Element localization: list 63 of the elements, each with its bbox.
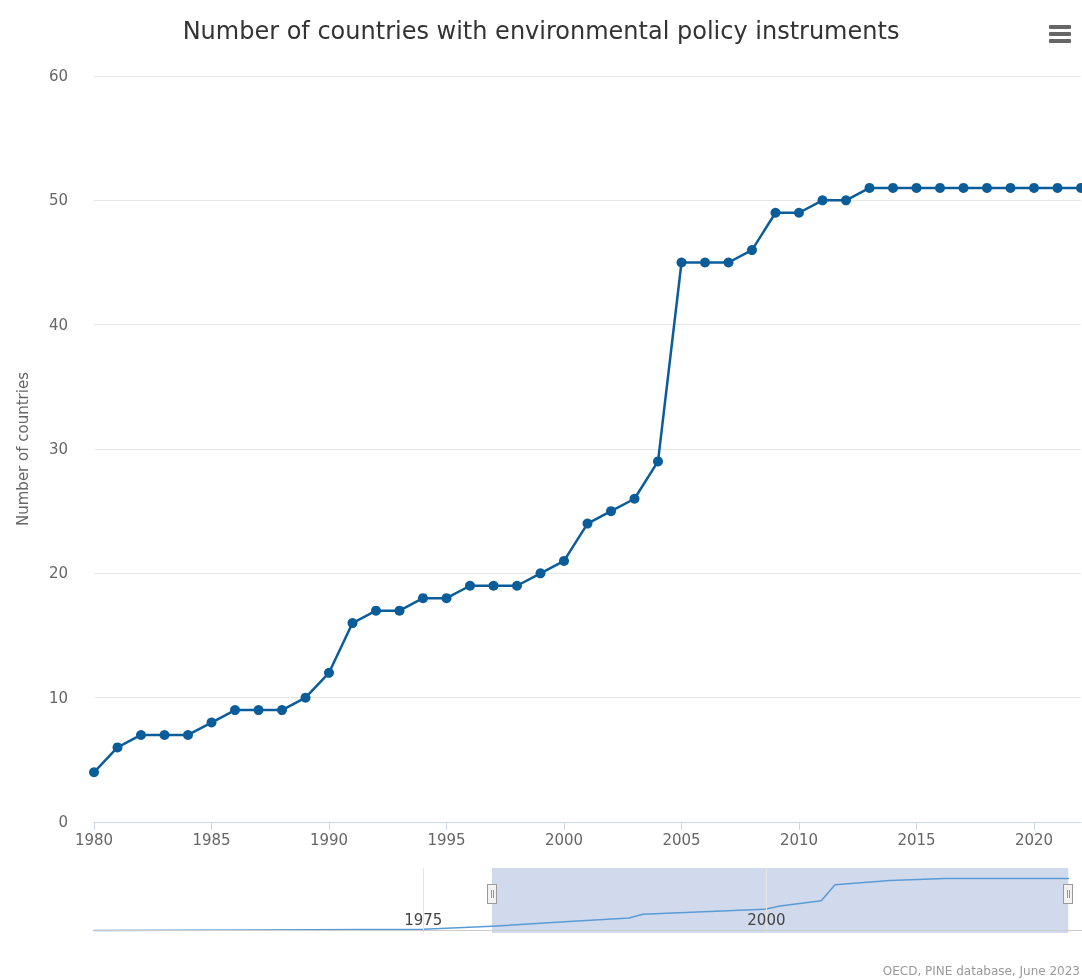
y-tick-label: 60: [48, 67, 68, 85]
point: [253, 705, 264, 716]
x-tick-label: 2020: [1014, 830, 1054, 849]
chart-title: Number of countries with environmental policy instruments: [182, 17, 900, 45]
point: [794, 207, 804, 218]
point: [465, 580, 475, 591]
point: [418, 593, 428, 604]
point: [112, 742, 123, 753]
point: [559, 555, 569, 566]
point: [1029, 182, 1039, 193]
point: [136, 729, 146, 740]
point: [841, 195, 851, 206]
y-tick-label: 50: [48, 191, 68, 210]
point: [183, 729, 193, 740]
x-tick-label: 2005: [662, 830, 701, 849]
point: [770, 207, 781, 218]
point: [300, 692, 311, 703]
point: [888, 182, 898, 193]
x-tick-label: 2000: [544, 830, 584, 849]
point: [394, 605, 405, 616]
point: [817, 195, 828, 206]
x-tick-label: 1990: [309, 830, 349, 849]
point: [747, 245, 757, 256]
x-tick-label: 1975: [404, 910, 443, 929]
x-tick-label: 1980: [74, 830, 114, 849]
point: [230, 705, 240, 716]
y-axis-title: Number of countries: [13, 371, 32, 526]
text: OECD, PINE database, June 2023: [882, 964, 1080, 978]
point: [441, 593, 452, 604]
point: [206, 717, 217, 728]
y-tick-label: 20: [48, 564, 68, 583]
x-tick-label: 1985: [192, 830, 231, 849]
x-tick-label: 2000: [747, 910, 786, 929]
point: [347, 618, 358, 629]
point: [958, 182, 969, 193]
x-tick-label: 2010: [779, 830, 819, 849]
point: [700, 257, 710, 268]
y-tick-label: 10: [48, 688, 68, 707]
y-tick-label: 0: [58, 813, 68, 831]
point: [653, 456, 663, 467]
x-tick-label: 1995: [427, 830, 466, 849]
point: [1052, 182, 1063, 193]
point: [371, 605, 381, 616]
x-tick-label: 2015: [897, 830, 936, 849]
point: [676, 257, 687, 268]
point: [864, 182, 875, 193]
point: [324, 667, 334, 678]
point: [535, 568, 546, 579]
y-tick-label: 40: [48, 315, 68, 334]
point: [723, 257, 734, 268]
point: [159, 729, 170, 740]
point: [1005, 182, 1016, 193]
point: [512, 580, 522, 591]
point: [277, 705, 287, 716]
point: [911, 182, 922, 193]
point: [582, 518, 593, 529]
y-tick-label: 30: [48, 440, 68, 458]
point: [935, 182, 945, 193]
point: [89, 767, 99, 778]
point: [488, 580, 499, 591]
point: [629, 493, 640, 504]
point: [982, 182, 992, 193]
point: [606, 506, 616, 517]
